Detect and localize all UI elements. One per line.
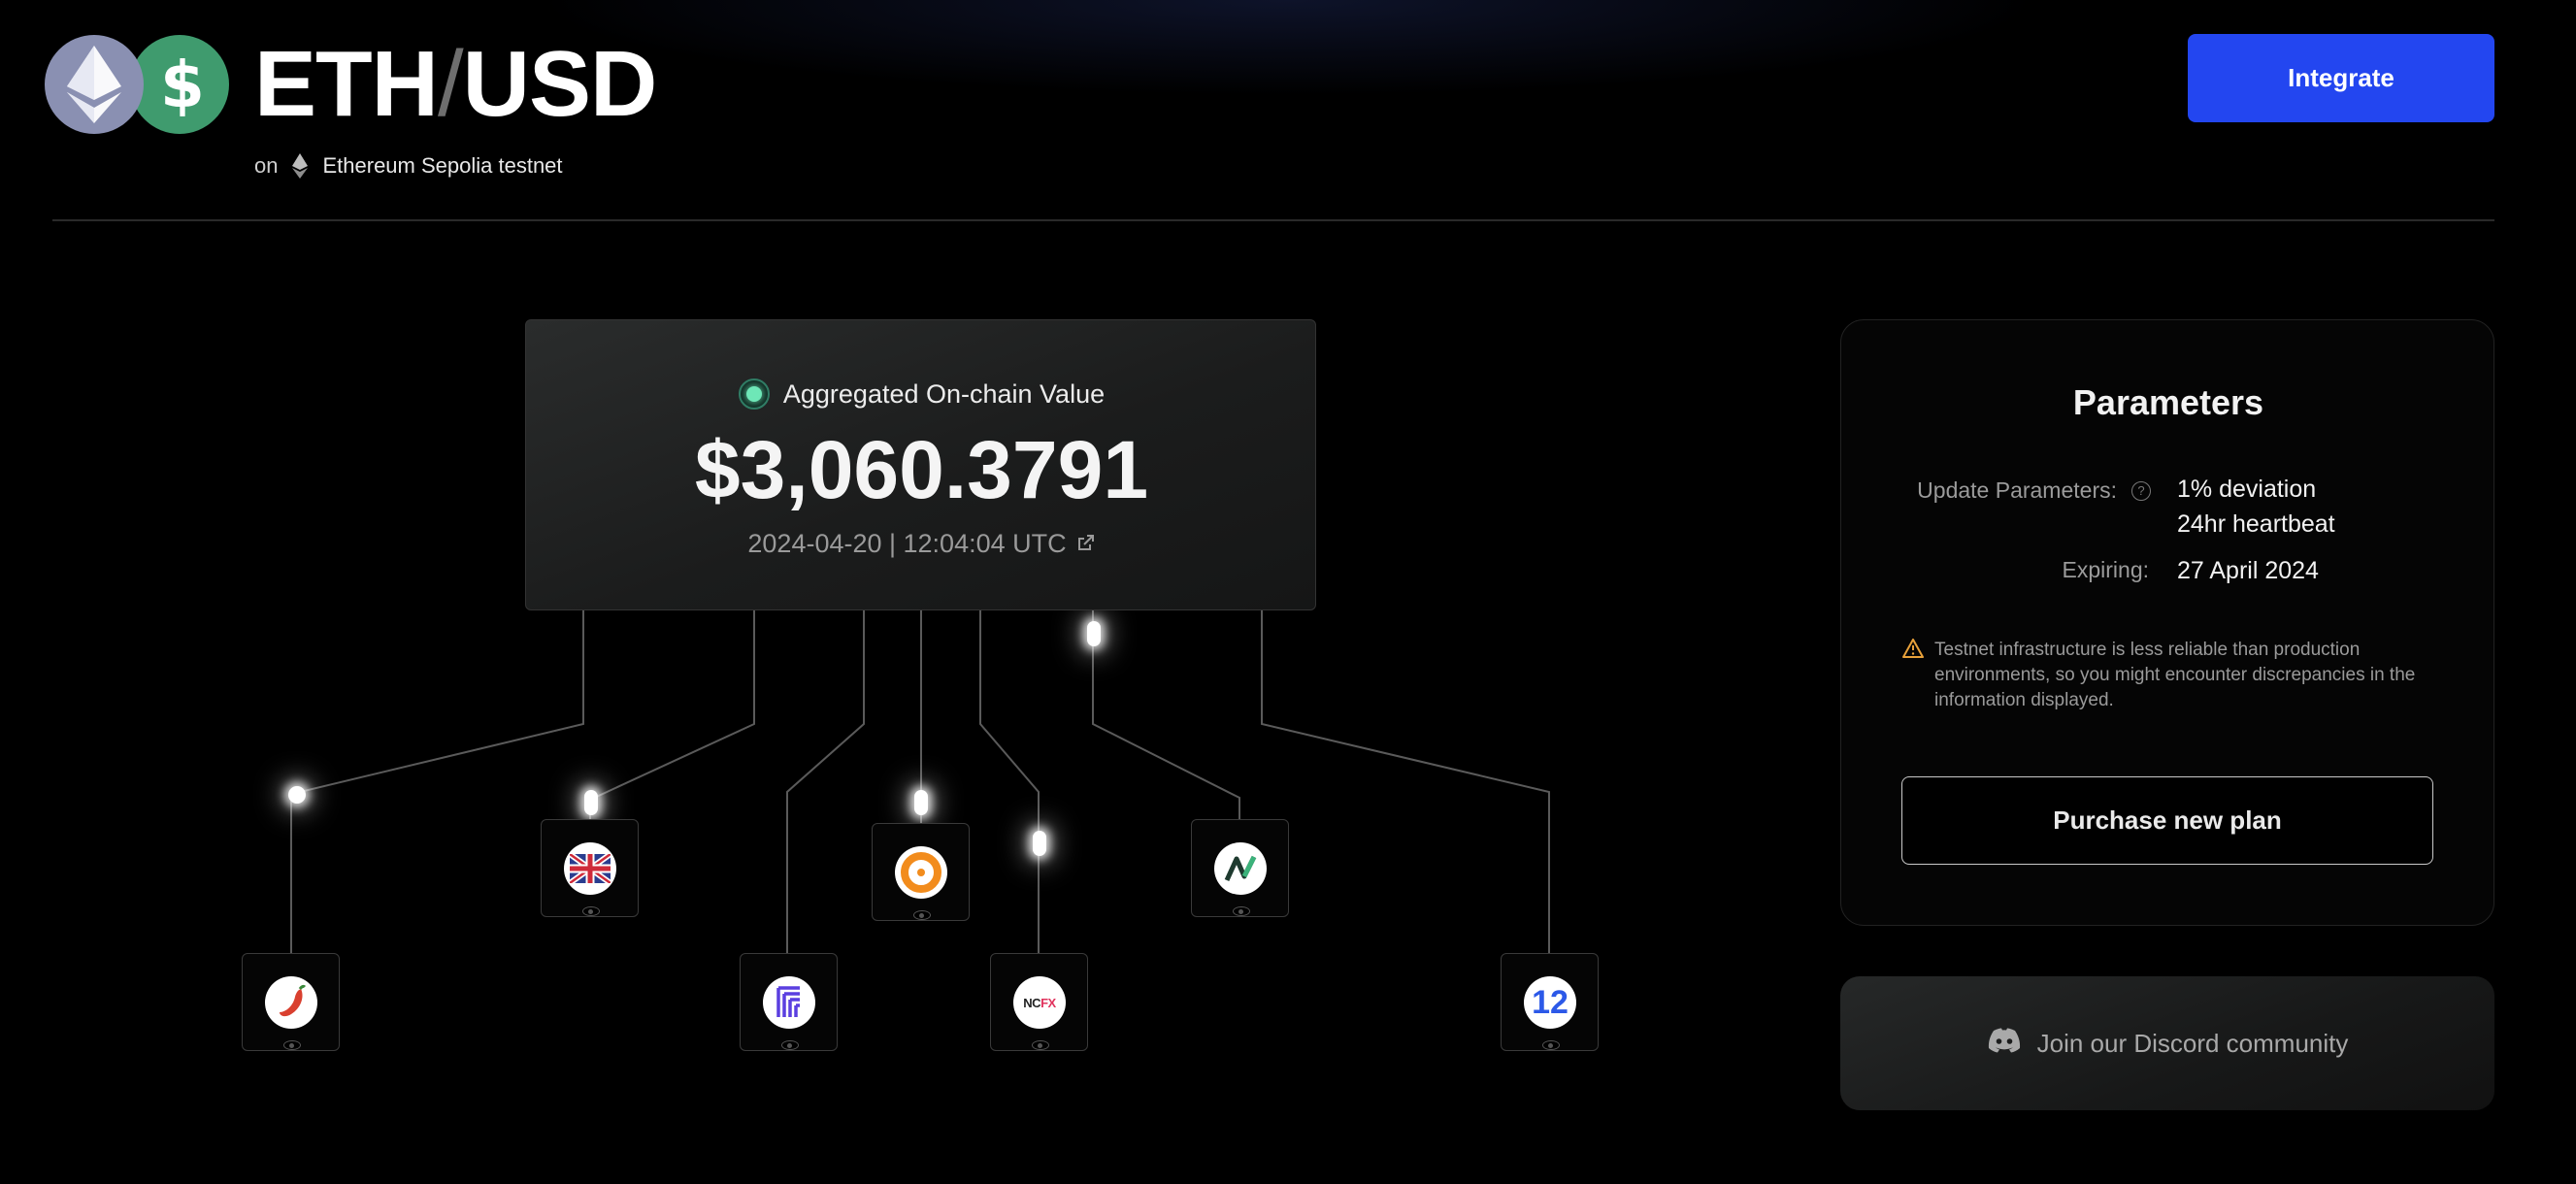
- live-status-icon: [738, 378, 770, 410]
- feed-header: $ ETH/USD on Ethereum Sepolia testnet In…: [0, 0, 2576, 221]
- network-prefix: on: [254, 153, 279, 178]
- oracle-node[interactable]: NCFX: [990, 953, 1088, 1051]
- parameters-panel: Parameters Update Parameters: ? 1% devia…: [1840, 319, 2494, 926]
- oracle-node[interactable]: [740, 953, 838, 1051]
- orange-ring-logo-icon: [895, 846, 947, 899]
- twelve-logo-icon: 12: [1524, 976, 1576, 1029]
- chili-logo-icon: [265, 976, 317, 1029]
- help-icon[interactable]: ?: [2131, 481, 2151, 501]
- timestamp-row[interactable]: 2024-04-20 | 12:04:04 UTC: [526, 524, 1317, 563]
- discord-label: Join our Discord community: [2036, 1028, 2349, 1058]
- pair-icons: $: [45, 35, 229, 136]
- expiring-value: 27 April 2024: [2177, 557, 2319, 584]
- oracle-node[interactable]: 12: [1501, 953, 1599, 1051]
- parameters-title: Parameters: [2072, 382, 2264, 422]
- warning-text: Testnet infrastructure is less reliable …: [1934, 640, 2416, 710]
- deviation-value: 1% deviation: [2177, 476, 2317, 503]
- update-parameters-label: Update Parameters:: [1917, 477, 2117, 503]
- base-symbol: ETH: [254, 32, 439, 136]
- quote-symbol: USD: [462, 32, 658, 136]
- view-icon[interactable]: [1233, 906, 1250, 916]
- oracle-node[interactable]: [541, 819, 639, 917]
- pair-title: ETH/USD: [254, 31, 658, 138]
- eth-icon: [45, 35, 144, 134]
- external-link-icon[interactable]: [1076, 529, 1096, 559]
- pair-separator: /: [438, 32, 464, 136]
- oracle-node[interactable]: [242, 953, 340, 1051]
- network-name[interactable]: Ethereum Sepolia testnet: [322, 153, 563, 178]
- view-icon[interactable]: [1542, 1040, 1560, 1050]
- ncfx-logo-icon: NCFX: [1013, 976, 1066, 1029]
- aggregated-timestamp[interactable]: 2024-04-20 | 12:04:04 UTC: [747, 528, 1067, 558]
- discord-icon: [1987, 1027, 2022, 1061]
- usd-icon: $: [130, 35, 229, 134]
- network-line: on Ethereum Sepolia testnet: [254, 151, 563, 181]
- usd-glyph: $: [160, 47, 205, 122]
- ncfx-logo-text: NCFX: [1023, 995, 1056, 1010]
- pulse-glow: [914, 790, 928, 815]
- twelve-logo-text: 12: [1532, 983, 1569, 1021]
- n-wave-logo-icon: [1214, 842, 1267, 895]
- aggregated-value: $3,060.3791: [694, 424, 1149, 515]
- purchase-plan-button[interactable]: Purchase new plan: [1901, 776, 2433, 865]
- uk-flag-logo-icon: [564, 842, 616, 895]
- ethereum-network-icon: [291, 152, 309, 180]
- discord-community-button[interactable]: Join our Discord community: [1840, 976, 2494, 1110]
- aggregated-label-row: Aggregated On-chain Value: [526, 375, 1317, 413]
- pulse-glow: [584, 790, 598, 815]
- pulse-glow: [1087, 621, 1101, 646]
- aggregated-value-card: Aggregated On-chain Value $3,060.3791 20…: [525, 319, 1316, 610]
- pulse-glow: [288, 786, 306, 804]
- header-divider: [52, 219, 2494, 221]
- view-icon[interactable]: [1032, 1040, 1049, 1050]
- oracle-node[interactable]: [1191, 819, 1289, 917]
- aggregated-label: Aggregated On-chain Value: [782, 378, 1106, 409]
- oracle-node[interactable]: [872, 823, 970, 921]
- warning-icon: [1902, 639, 1924, 663]
- view-icon[interactable]: [582, 906, 600, 916]
- expiring-label: Expiring:: [2062, 557, 2149, 582]
- view-icon[interactable]: [913, 910, 931, 920]
- view-icon[interactable]: [283, 1040, 301, 1050]
- stripes-logo-icon: [763, 976, 815, 1029]
- view-icon[interactable]: [781, 1040, 799, 1050]
- heartbeat-value: 24hr heartbeat: [2177, 510, 2335, 538]
- pulse-glow: [1033, 831, 1046, 856]
- integrate-button[interactable]: Integrate: [2188, 34, 2494, 122]
